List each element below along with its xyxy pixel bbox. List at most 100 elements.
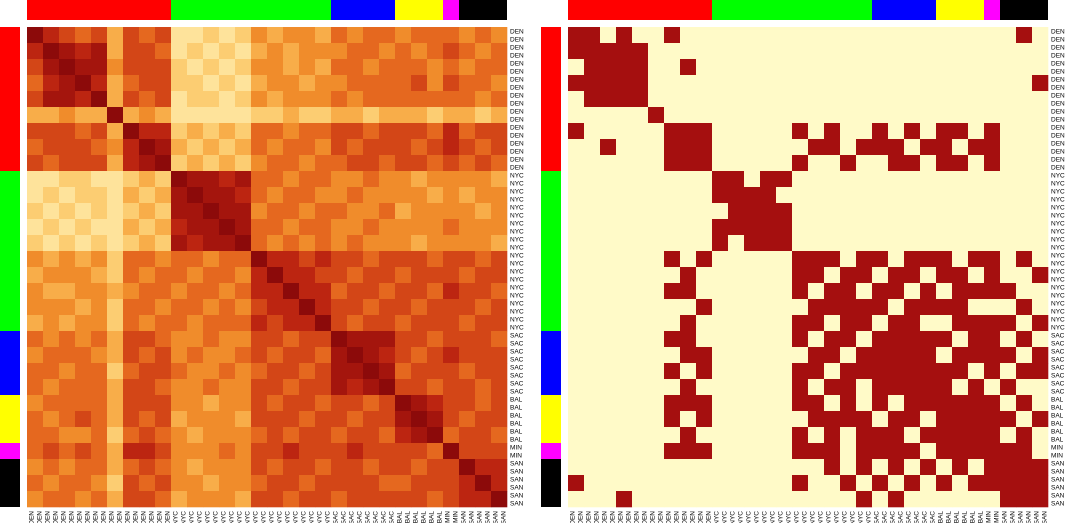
heatmap-cell (872, 427, 889, 444)
heatmap-cell (600, 139, 617, 156)
heatmap-cell (648, 459, 665, 476)
heatmap-cell (888, 315, 905, 332)
heatmap-cell (840, 379, 857, 396)
heatmap-cell (744, 187, 761, 204)
heatmap-cell (616, 251, 633, 268)
y-tick-label: SAC (510, 348, 524, 355)
heatmap-cell (760, 443, 777, 460)
heatmap-cell (696, 315, 713, 332)
heatmap-cell (267, 123, 284, 140)
heatmap-cell (824, 299, 841, 316)
heatmap-cell (792, 43, 809, 60)
heatmap-cell (1000, 491, 1017, 508)
x-tick-label: DEN (649, 511, 656, 523)
heatmap-cell (59, 219, 76, 236)
heatmap-cell (1000, 139, 1017, 156)
heatmap-cell (584, 251, 601, 268)
x-tick-label: DEN (124, 511, 131, 523)
heatmap-cell (1016, 75, 1033, 92)
heatmap-cell (840, 155, 857, 172)
heatmap-cell (1032, 379, 1049, 396)
heatmap-cell (664, 203, 681, 220)
heatmap-cell (968, 395, 985, 412)
heatmap-cell (427, 283, 444, 300)
y-tick-label: SAC (1051, 356, 1065, 363)
heatmap-cell (600, 283, 617, 300)
heatmap-cell (331, 347, 348, 364)
heatmap-cell (267, 187, 284, 204)
heatmap-cell (315, 203, 332, 220)
heatmap-cell (219, 91, 236, 108)
x-tick-label: NYC (753, 511, 760, 523)
y-tick-label: NYC (1051, 284, 1065, 291)
heatmap-cell (1000, 171, 1017, 188)
heatmap-cell (680, 59, 697, 76)
heatmap-cell (616, 27, 633, 44)
heatmap-cell (411, 203, 428, 220)
heatmap-cell (760, 395, 777, 412)
heatmap-cell (27, 459, 44, 476)
heatmap-cell (584, 43, 601, 60)
x-tick-label: NYC (857, 511, 864, 523)
heatmap-cell (936, 363, 953, 380)
heatmap-cell (91, 187, 108, 204)
y-tick-label: NYC (510, 188, 524, 195)
heatmap-cell (1032, 187, 1049, 204)
heatmap-cell (872, 107, 889, 124)
heatmap-cell (363, 219, 380, 236)
heatmap-cell (568, 395, 585, 412)
heatmap-cell (872, 475, 889, 492)
heatmap-cell (219, 443, 236, 460)
heatmap-cell (155, 459, 172, 476)
heatmap-cell (123, 283, 140, 300)
heatmap-cell (872, 315, 889, 332)
heatmap-cell (187, 283, 204, 300)
heatmap-cell (251, 283, 268, 300)
heatmap-cell (904, 347, 921, 364)
heatmap-cell (712, 299, 729, 316)
heatmap-cell (904, 283, 921, 300)
heatmap-cell (936, 267, 953, 284)
heatmap-cell (379, 427, 396, 444)
heatmap-cell (1000, 27, 1017, 44)
heatmap-cell (331, 171, 348, 188)
heatmap-cell (267, 251, 284, 268)
heatmap-cell (1016, 187, 1033, 204)
heatmap-cell (91, 235, 108, 252)
heatmap-cell (904, 235, 921, 252)
heatmap-cell (600, 43, 617, 60)
heatmap-cell (648, 203, 665, 220)
heatmap-cell (283, 411, 300, 428)
heatmap-cell (808, 91, 825, 108)
heatmap-cell (792, 347, 809, 364)
heatmap-cell (1016, 443, 1033, 460)
heatmap-cell (840, 43, 857, 60)
y-tick-label: NYC (510, 172, 524, 179)
heatmap-cell (616, 363, 633, 380)
heatmap-cell (171, 75, 188, 92)
heatmap-cell (584, 427, 601, 444)
heatmap-cell (888, 203, 905, 220)
heatmap-cell (203, 475, 220, 492)
heatmap-cell (203, 235, 220, 252)
heatmap-cell (712, 43, 729, 60)
heatmap-cell (936, 123, 953, 140)
heatmap-cell (475, 411, 492, 428)
y-tick-label: NYC (1051, 180, 1065, 187)
heatmap-cell (840, 171, 857, 188)
heatmap-cell (776, 491, 793, 508)
y-tick-label: DEN (1051, 124, 1065, 131)
heatmap-cell (1032, 347, 1049, 364)
heatmap-cell (315, 107, 332, 124)
y-tick-label: BAL (510, 428, 523, 435)
heatmap-cell (760, 283, 777, 300)
heatmap-cell (27, 91, 44, 108)
heatmap-cell (475, 363, 492, 380)
heatmap-cell (856, 299, 873, 316)
heatmap-cell (1032, 283, 1049, 300)
heatmap-cell (299, 59, 316, 76)
heatmap-cell (1000, 315, 1017, 332)
heatmap-cell (744, 91, 761, 108)
heatmap-cell (155, 59, 172, 76)
heatmap-cell (648, 299, 665, 316)
